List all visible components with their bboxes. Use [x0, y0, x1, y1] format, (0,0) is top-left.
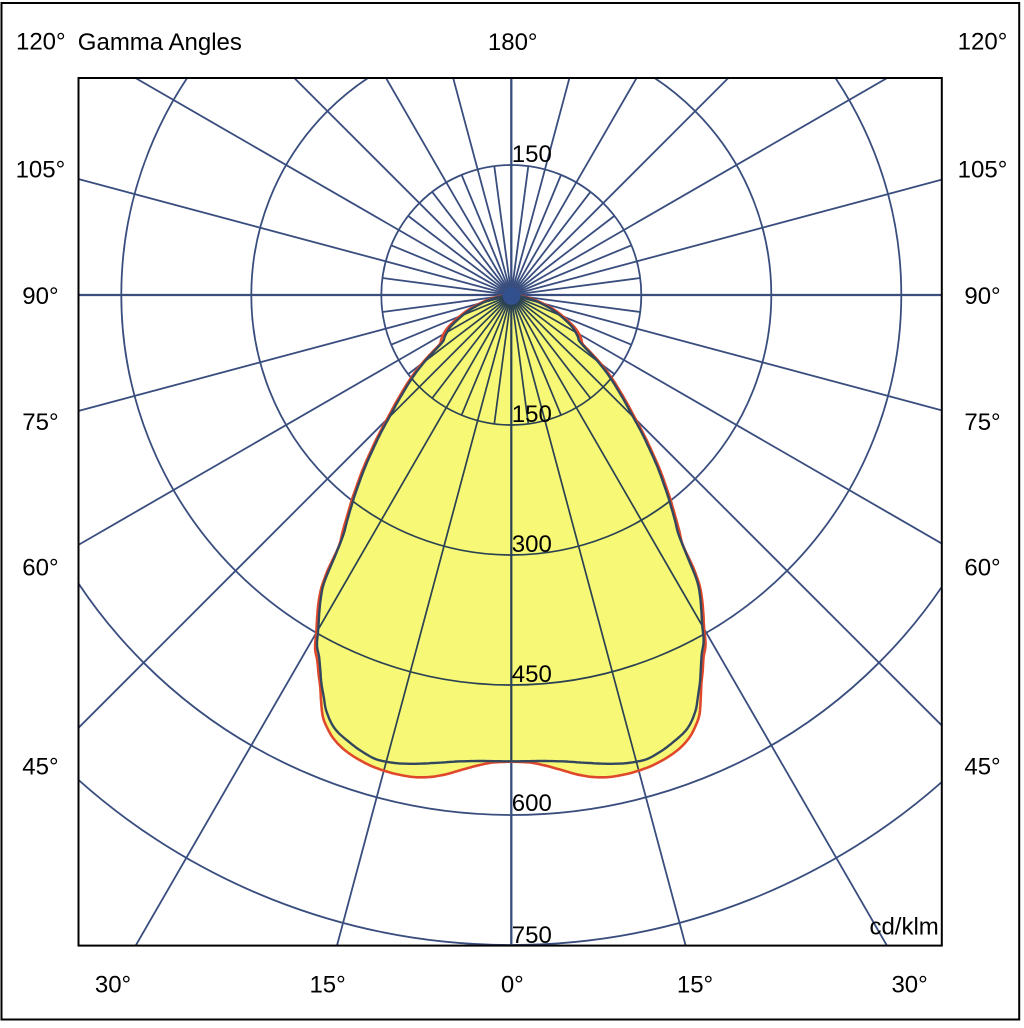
- svg-text:120°: 120°: [16, 28, 66, 55]
- svg-text:105°: 105°: [958, 157, 1008, 184]
- svg-text:600: 600: [512, 790, 552, 817]
- svg-text:15°: 15°: [677, 971, 713, 998]
- svg-text:30°: 30°: [891, 971, 927, 998]
- svg-text:45°: 45°: [22, 754, 58, 781]
- svg-text:75°: 75°: [964, 409, 1000, 436]
- svg-text:750: 750: [512, 922, 552, 949]
- svg-text:105°: 105°: [16, 157, 66, 184]
- svg-text:15°: 15°: [309, 971, 345, 998]
- svg-text:150: 150: [512, 401, 552, 428]
- svg-text:60°: 60°: [964, 555, 1000, 582]
- svg-text:45°: 45°: [964, 754, 1000, 781]
- svg-text:Gamma Angles: Gamma Angles: [78, 29, 242, 56]
- svg-text:30°: 30°: [95, 971, 131, 998]
- svg-text:cd/klm: cd/klm: [869, 914, 938, 941]
- svg-text:60°: 60°: [22, 555, 58, 582]
- svg-text:0°: 0°: [501, 971, 524, 998]
- svg-text:120°: 120°: [958, 28, 1008, 55]
- svg-text:75°: 75°: [22, 409, 58, 436]
- svg-text:90°: 90°: [964, 283, 1000, 310]
- svg-text:300: 300: [512, 531, 552, 558]
- svg-text:180°: 180°: [488, 29, 538, 56]
- svg-text:150: 150: [512, 141, 552, 168]
- svg-text:450: 450: [512, 661, 552, 688]
- svg-text:90°: 90°: [22, 283, 58, 310]
